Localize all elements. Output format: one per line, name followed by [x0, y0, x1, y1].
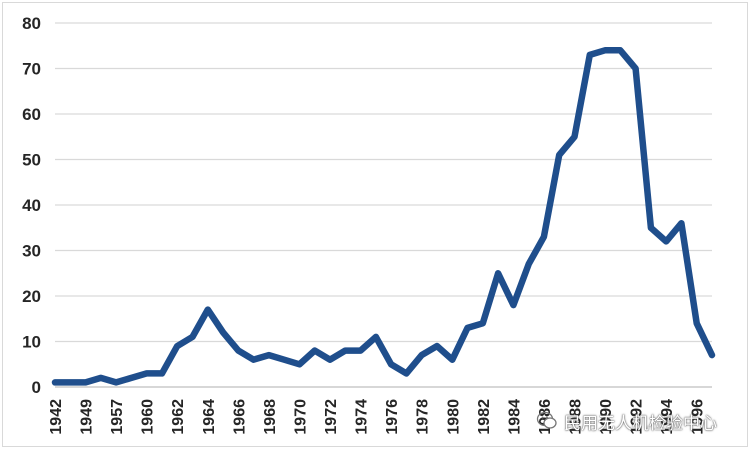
grid-lines — [55, 22, 712, 388]
y-tick-label: 10 — [22, 333, 41, 352]
y-tick-label: 30 — [22, 242, 41, 261]
x-tick-label: 1976 — [384, 399, 401, 435]
x-tick-label: 1982 — [476, 399, 493, 435]
x-tick-label: 1984 — [506, 399, 523, 435]
x-tick-label: 1957 — [109, 399, 126, 435]
x-tick-label: 1978 — [415, 399, 432, 435]
x-tick-label: 1964 — [201, 399, 218, 435]
watermark: 民用无人机检验中心 — [536, 408, 717, 434]
x-tick-label: 1994 — [659, 399, 676, 435]
y-tick-label: 40 — [22, 196, 41, 215]
x-tick-label: 1980 — [445, 399, 462, 435]
x-axis-ticks: 1942 1949 1957 1960 1962 1964 1966 1968 1970 1972… — [48, 399, 707, 435]
x-tick-label: 1992 — [629, 399, 646, 435]
series-line-0 — [51, 47, 716, 386]
x-tick-label: 1970 — [292, 399, 309, 435]
x-tick-label: 1990 — [598, 399, 615, 435]
x-tick-label: 1962 — [170, 399, 187, 435]
y-tick-label: 60 — [22, 105, 41, 124]
x-tick-label: 1972 — [323, 399, 340, 435]
y-tick-label: 50 — [22, 151, 41, 170]
y-tick-label: 20 — [22, 287, 41, 306]
x-tick-label: 1960 — [140, 399, 157, 435]
watermark-text: 民用无人机检验中心 — [564, 413, 717, 434]
x-tick-label: 1974 — [354, 399, 371, 435]
wechat-icon — [536, 411, 557, 429]
x-tick-label: 1942 — [48, 399, 65, 435]
x-tick-label: 1966 — [231, 399, 248, 435]
y-tick-label: 0 — [32, 378, 41, 397]
y-axis-ticks: 0 10 20 30 40 50 60 70 80 — [22, 14, 41, 397]
y-tick-label: 80 — [22, 14, 41, 33]
series-layer — [51, 47, 716, 386]
x-tick-label: 1949 — [79, 399, 96, 435]
x-tick-label: 1968 — [262, 399, 279, 435]
chart-frame — [2, 2, 748, 447]
x-tick-label: 1988 — [567, 399, 584, 435]
y-tick-label: 70 — [22, 60, 41, 79]
x-tick-label: 1996 — [690, 399, 707, 435]
